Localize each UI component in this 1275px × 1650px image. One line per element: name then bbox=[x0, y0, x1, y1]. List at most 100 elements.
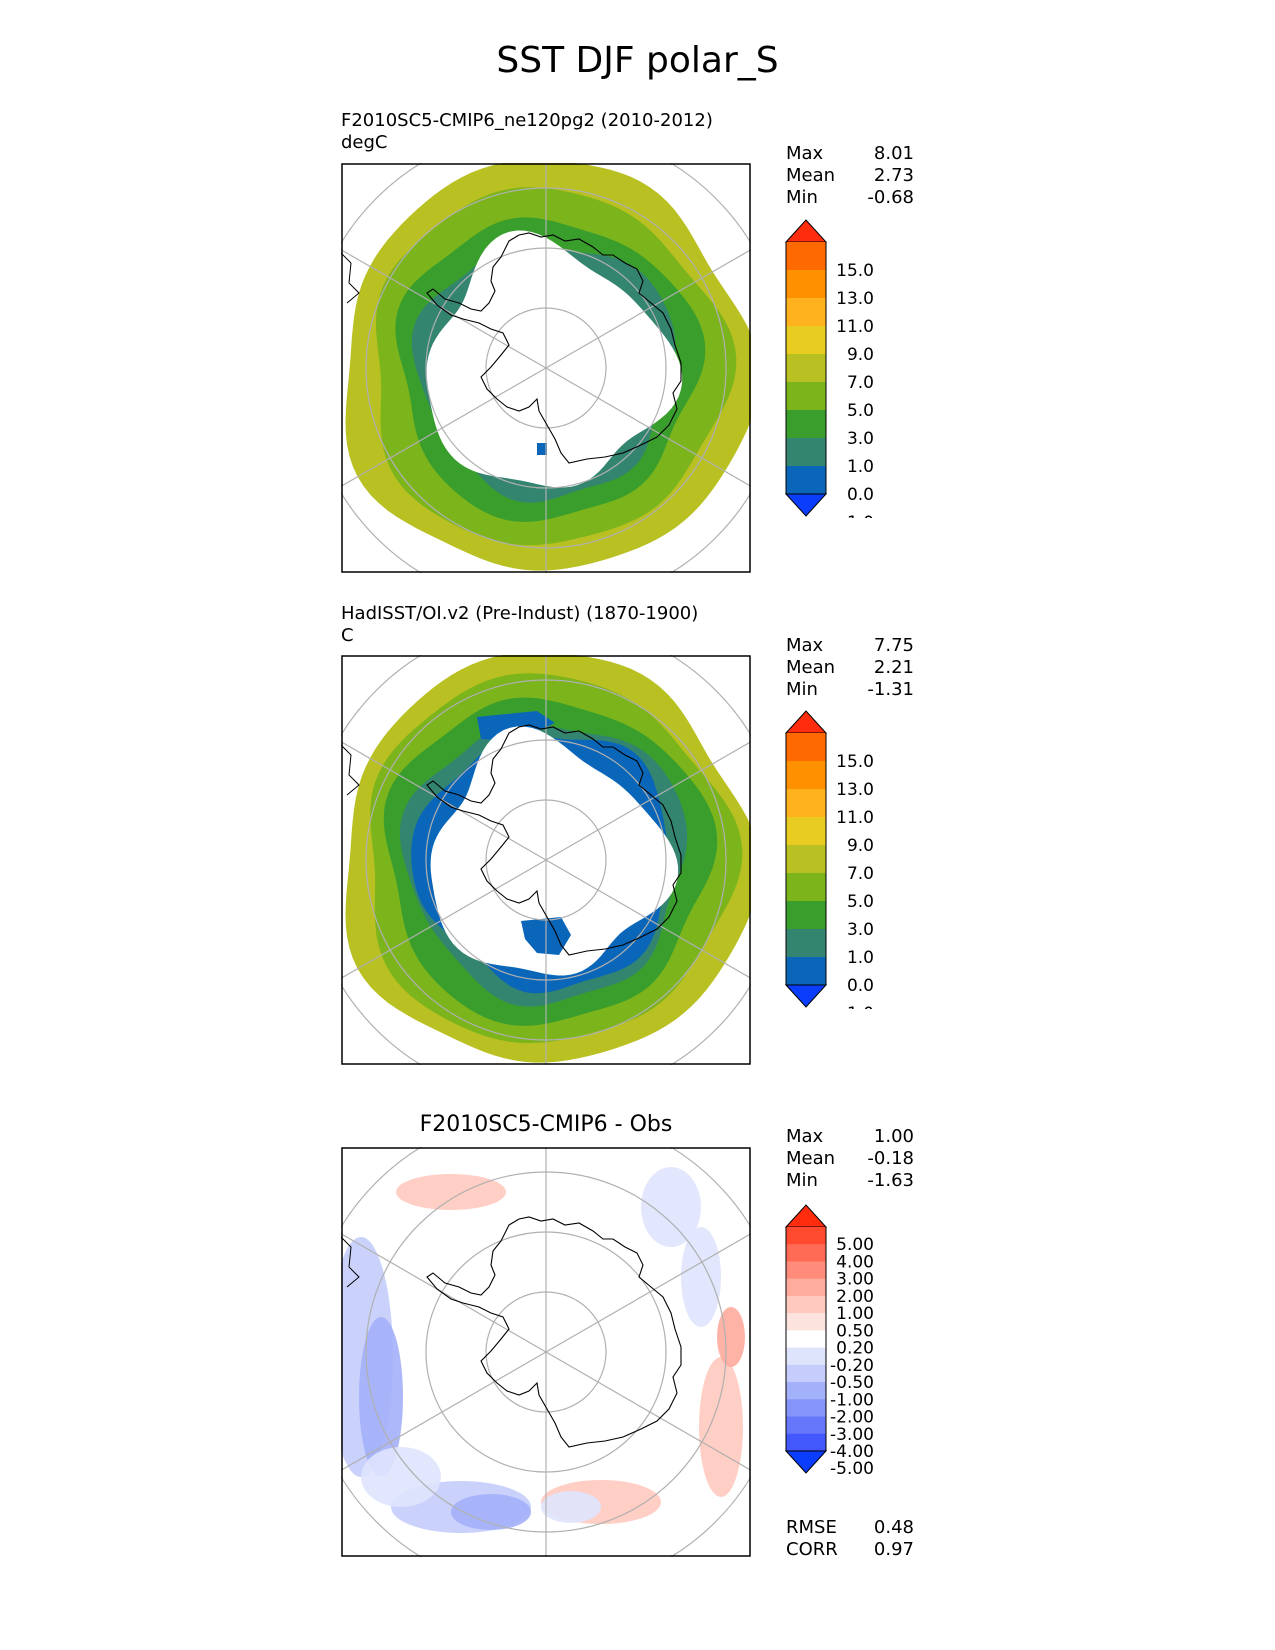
colorbar-tick-label: 7.0 bbox=[847, 373, 874, 393]
colorbar-extend-max bbox=[784, 219, 828, 243]
colorbar-tick-label: 13.0 bbox=[836, 289, 874, 309]
south-america-coastline bbox=[341, 1236, 360, 1288]
figure-title: SST DJF polar_S bbox=[496, 40, 779, 81]
colorbar-segment bbox=[786, 438, 826, 467]
diff-contour-blob bbox=[541, 1491, 601, 1523]
colorbar-tick-label: 2.00 bbox=[836, 1287, 874, 1307]
meridian-line bbox=[341, 248, 547, 369]
colorbar-tick-label: 5.0 bbox=[847, 892, 874, 912]
panel2-title-line1: HadISST/OI.v2 (Pre-Indust) (1870-1900) bbox=[341, 603, 699, 624]
map-layer bbox=[341, 1147, 751, 1557]
colorbar-segment bbox=[786, 1433, 826, 1452]
colorbar-tick-label: 7.0 bbox=[847, 864, 874, 884]
panel1-stat-mean-value: 2.73 bbox=[873, 165, 914, 186]
colorbar-extend-min bbox=[784, 984, 828, 1008]
meridian-line bbox=[545, 248, 751, 369]
colorbar-segment bbox=[786, 733, 826, 762]
panel2-stat-max-value: 7.75 bbox=[873, 635, 914, 656]
colorbar-tick-label: 5.0 bbox=[847, 401, 874, 421]
panel1-stat-min-label: Min bbox=[786, 187, 818, 208]
panel3-map bbox=[341, 1147, 751, 1557]
panel2-stats: Max 7.75 Mean 2.21 Min -1.31 bbox=[786, 635, 914, 701]
panel2-units: C bbox=[341, 625, 354, 646]
panel1-units: degC bbox=[341, 132, 388, 153]
colorbar-segment bbox=[786, 1364, 826, 1383]
colorbar-segment bbox=[786, 1313, 826, 1331]
colorbar-extend-min bbox=[784, 493, 828, 517]
colorbar-tick-label: -4.00 bbox=[830, 1442, 874, 1462]
colorbar-tick-label: -0.20 bbox=[830, 1356, 874, 1376]
antarctica-coastline bbox=[426, 1216, 682, 1448]
colorbar-segment bbox=[786, 929, 826, 958]
colorbar-tick-label: -1.0 bbox=[841, 513, 874, 518]
colorbar-tick-label: 11.0 bbox=[836, 317, 874, 337]
meridian-line bbox=[341, 740, 547, 861]
colorbar-tick-label: -3.00 bbox=[830, 1425, 874, 1445]
antarctica-coastline bbox=[426, 724, 682, 956]
meridian-line bbox=[341, 1232, 547, 1353]
antarctica-coastline bbox=[426, 232, 682, 464]
panel3-title: F2010SC5-CMIP6 - Obs bbox=[419, 1112, 673, 1137]
colorbar-tick-label: 15.0 bbox=[836, 752, 874, 772]
colorbar-tick-label: 4.00 bbox=[836, 1252, 874, 1272]
colorbar-tick-label: 15.0 bbox=[836, 261, 874, 281]
diff-contour-blob bbox=[681, 1227, 721, 1327]
sst-cold-patch bbox=[477, 711, 555, 741]
panel2-map bbox=[341, 655, 751, 1065]
diff-contour-blob bbox=[361, 1447, 441, 1507]
colorbar-tick-label: 9.0 bbox=[847, 836, 874, 856]
colorbar-tick-label: 0.0 bbox=[847, 485, 874, 505]
colorbar-tick-label: 5.00 bbox=[836, 1235, 874, 1255]
sea-ice-mask bbox=[426, 230, 683, 488]
colorbar-segment bbox=[786, 957, 826, 986]
colorbar-segment bbox=[786, 1261, 826, 1280]
meridian-line bbox=[545, 1351, 751, 1472]
panel1-stat-mean-label: Mean bbox=[786, 165, 836, 186]
colorbar-segment bbox=[786, 901, 826, 930]
diff-contour-blob bbox=[451, 1494, 531, 1530]
colorbar-tick-label: 0.0 bbox=[847, 976, 874, 996]
colorbar-tick-label: -1.0 bbox=[841, 1004, 874, 1009]
meridian-line bbox=[545, 859, 751, 980]
meridian-line bbox=[545, 367, 751, 488]
panel3-rmse-value: 0.48 bbox=[873, 1517, 914, 1538]
panel3-stat-min-value: -1.63 bbox=[867, 1170, 914, 1191]
colorbar-tick-label: 11.0 bbox=[836, 808, 874, 828]
panel1-map bbox=[341, 163, 751, 573]
panel2-colorbar: 15.0 13.0 11.0 9.0 7.0 5.0 3.0 1.0 0.0 -1.0 bbox=[784, 710, 874, 1009]
colorbar-tick-label: 0.50 bbox=[836, 1321, 874, 1341]
colorbar-segment bbox=[786, 1399, 826, 1418]
colorbar-segment bbox=[786, 242, 826, 271]
colorbar-segment bbox=[786, 1244, 826, 1262]
colorbar-segment bbox=[786, 1227, 826, 1245]
colorbar-segment bbox=[786, 466, 826, 495]
diff-contour-blob bbox=[359, 1317, 403, 1477]
colorbar-segment bbox=[786, 1416, 826, 1435]
meridian-line bbox=[545, 1232, 751, 1353]
sst-cold-patch bbox=[537, 443, 547, 455]
colorbar-tick-label: 1.0 bbox=[847, 457, 874, 477]
panel3-stat-min-label: Min bbox=[786, 1170, 818, 1191]
panel3-stats: Max 1.00 Mean -0.18 Min -1.63 bbox=[786, 1126, 914, 1192]
colorbar-segment bbox=[786, 817, 826, 846]
colorbar-segment bbox=[786, 873, 826, 902]
meridian-line bbox=[545, 740, 751, 861]
colorbar-segment bbox=[786, 1382, 826, 1400]
panel2-title: HadISST/OI.v2 (Pre-Indust) (1870-1900) C bbox=[341, 603, 698, 647]
colorbar-segment bbox=[786, 410, 826, 439]
colorbar-segment bbox=[786, 1347, 826, 1366]
panel3-corr-label: CORR bbox=[786, 1539, 838, 1560]
panel1-title-line1: F2010SC5-CMIP6_ne120pg2 (2010-2012) bbox=[341, 110, 713, 131]
colorbar-segment bbox=[786, 298, 826, 327]
south-america-coastline bbox=[341, 252, 360, 304]
colorbar-segment bbox=[786, 326, 826, 355]
colorbar-segment bbox=[786, 789, 826, 818]
colorbar-segment bbox=[786, 354, 826, 383]
diff-contour-blob bbox=[699, 1357, 743, 1497]
panel1-stat-max-label: Max bbox=[786, 143, 824, 164]
panel2-stat-min-label: Min bbox=[786, 679, 818, 700]
colorbar-extend-max bbox=[784, 1204, 828, 1228]
colorbar-segment bbox=[786, 1278, 826, 1297]
colorbar-segment bbox=[786, 845, 826, 874]
panel3-stat-mean-label: Mean bbox=[786, 1148, 836, 1169]
